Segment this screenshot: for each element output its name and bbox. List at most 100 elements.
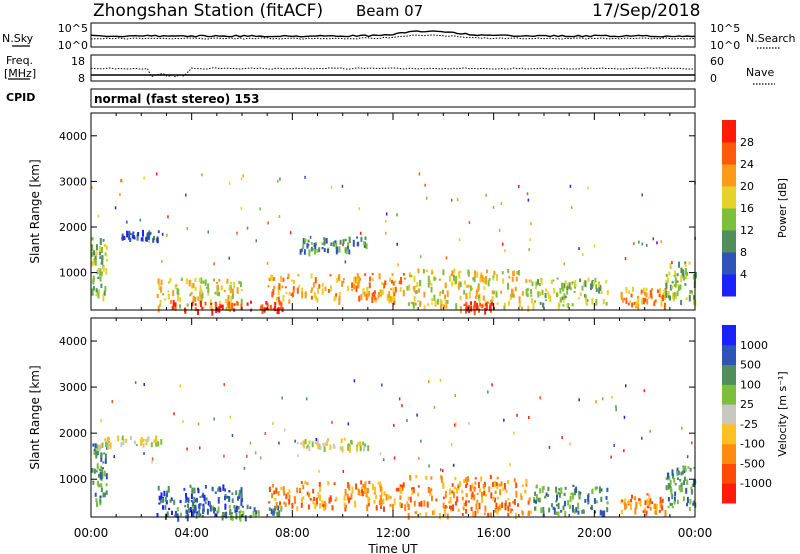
velocity-speck xyxy=(353,379,356,383)
velocity-cell xyxy=(651,501,654,504)
velocity-speck xyxy=(264,432,267,435)
velocity-cell xyxy=(106,436,109,443)
velocity-cell xyxy=(558,488,561,491)
velocity-cell xyxy=(343,495,346,501)
power-speck xyxy=(213,262,215,266)
velocity-cell xyxy=(420,500,423,507)
velocity-colorbar-tick: -1000 xyxy=(740,477,772,490)
power-colorbar-swatch xyxy=(722,186,736,209)
velocity-cell xyxy=(548,507,551,513)
velocity-cell xyxy=(287,492,290,495)
power-cell xyxy=(104,285,107,292)
velocity-cell xyxy=(606,507,609,513)
power-cell xyxy=(516,271,519,275)
power-cell xyxy=(104,252,107,256)
velocity-cell xyxy=(412,487,415,494)
power-cell xyxy=(378,275,381,280)
power-cell xyxy=(352,239,355,247)
noise-right-label: N.Search xyxy=(746,32,796,45)
power-cell xyxy=(428,280,431,285)
velocity-cell xyxy=(571,492,574,500)
power-cell xyxy=(129,232,132,235)
velocity-cell xyxy=(95,453,98,459)
velocity-cell xyxy=(133,440,136,445)
velocity-cell xyxy=(464,478,467,483)
velocity-cell xyxy=(680,486,683,492)
velocity-cell xyxy=(508,502,511,507)
velocity-colorbar-swatch xyxy=(722,325,736,346)
velocity-cell xyxy=(595,500,598,504)
power-cell xyxy=(502,278,505,284)
velocity-cell xyxy=(207,500,210,506)
velocity-colorbar-swatch xyxy=(722,404,736,425)
velocity-cell xyxy=(192,512,195,518)
velocity-cell xyxy=(598,486,601,494)
power-cell xyxy=(94,258,97,263)
power-cell xyxy=(620,293,623,300)
power-cell xyxy=(207,283,210,289)
power-cell xyxy=(673,284,676,287)
velocity-cell xyxy=(348,484,351,491)
power-cell xyxy=(92,278,95,285)
velocity-cell xyxy=(278,510,281,517)
power-cell xyxy=(281,285,284,289)
power-cell xyxy=(392,287,395,294)
velocity-cell xyxy=(507,512,510,517)
velocity-cell xyxy=(570,492,573,496)
velocity-cell xyxy=(288,489,291,493)
velocity-speck xyxy=(379,452,382,456)
velocity-cell xyxy=(451,490,454,494)
velocity-cell xyxy=(306,444,309,448)
freq-tick-bottom: 8 xyxy=(78,72,85,85)
velocity-cell xyxy=(686,479,689,485)
power-cell xyxy=(223,289,226,293)
power-cell xyxy=(545,288,548,292)
velocity-cell xyxy=(231,498,234,503)
power-speck xyxy=(240,206,242,210)
velocity-cell xyxy=(624,498,627,504)
power-cell xyxy=(158,284,161,290)
velocity-cell xyxy=(645,510,648,514)
velocity-cell xyxy=(375,494,378,500)
power-cell xyxy=(487,280,490,287)
velocity-cell xyxy=(527,500,530,505)
power-cell xyxy=(259,305,262,311)
power-cell xyxy=(431,302,433,305)
velocity-cell xyxy=(120,442,123,447)
power-cell xyxy=(646,298,649,305)
power-cell xyxy=(472,277,475,281)
velocity-ytick-label: 1000 xyxy=(59,473,87,486)
power-cell xyxy=(680,275,683,282)
velocity-speck xyxy=(111,400,113,404)
power-cell xyxy=(577,297,580,300)
velocity-cell xyxy=(194,505,197,512)
power-cell xyxy=(625,297,628,304)
velocity-colorbar-label: Velocity [m s⁻¹] xyxy=(776,371,789,456)
power-cell xyxy=(559,288,562,294)
velocity-cell xyxy=(507,505,510,512)
power-cell xyxy=(227,297,230,304)
velocity-speck xyxy=(503,418,505,422)
power-speck xyxy=(529,238,531,242)
power-cell xyxy=(97,289,100,293)
velocity-cell xyxy=(425,512,428,518)
power-cell xyxy=(373,297,376,302)
power-cell xyxy=(507,300,510,306)
velocity-cell xyxy=(190,499,193,503)
velocity-cell xyxy=(319,445,322,450)
power-speck xyxy=(143,176,145,180)
velocity-cell xyxy=(455,501,457,506)
velocity-cell xyxy=(357,442,360,445)
power-cell xyxy=(673,296,676,300)
power-cell xyxy=(579,292,582,297)
velocity-cell xyxy=(324,503,327,510)
velocity-cell xyxy=(237,506,240,510)
power-cell xyxy=(353,276,356,284)
velocity-cell xyxy=(644,507,646,515)
power-speck xyxy=(638,240,640,244)
power-cell xyxy=(351,282,354,289)
power-cell xyxy=(406,285,409,291)
velocity-cell xyxy=(300,502,303,508)
velocity-cell xyxy=(162,505,164,510)
power-cell xyxy=(566,285,569,288)
